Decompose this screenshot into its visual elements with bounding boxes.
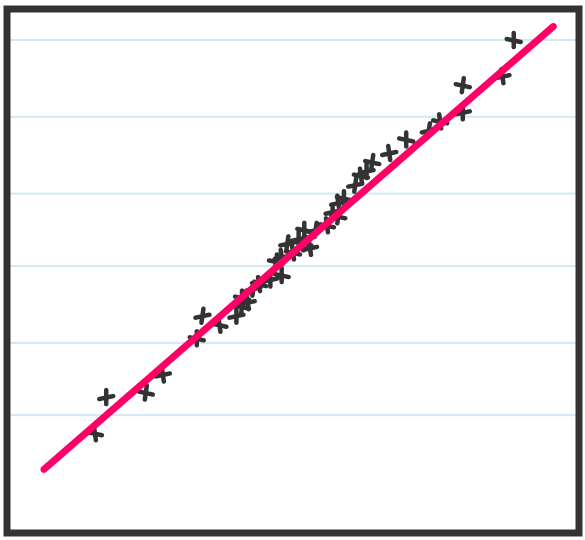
data-point [193, 306, 212, 325]
gridlines [8, 39, 578, 417]
data-point [396, 130, 416, 149]
plot-background [7, 9, 579, 533]
data-point [272, 265, 291, 285]
data-point [362, 152, 382, 172]
data-point [453, 75, 473, 95]
data-point [334, 188, 354, 208]
fit-line [40, 22, 557, 473]
data-point [504, 30, 523, 50]
data-point [379, 143, 399, 163]
data-point [96, 387, 116, 407]
fit-line-layer [40, 22, 557, 473]
data-point [346, 175, 365, 194]
plot-frame [3, 5, 583, 537]
data-point [136, 383, 156, 402]
